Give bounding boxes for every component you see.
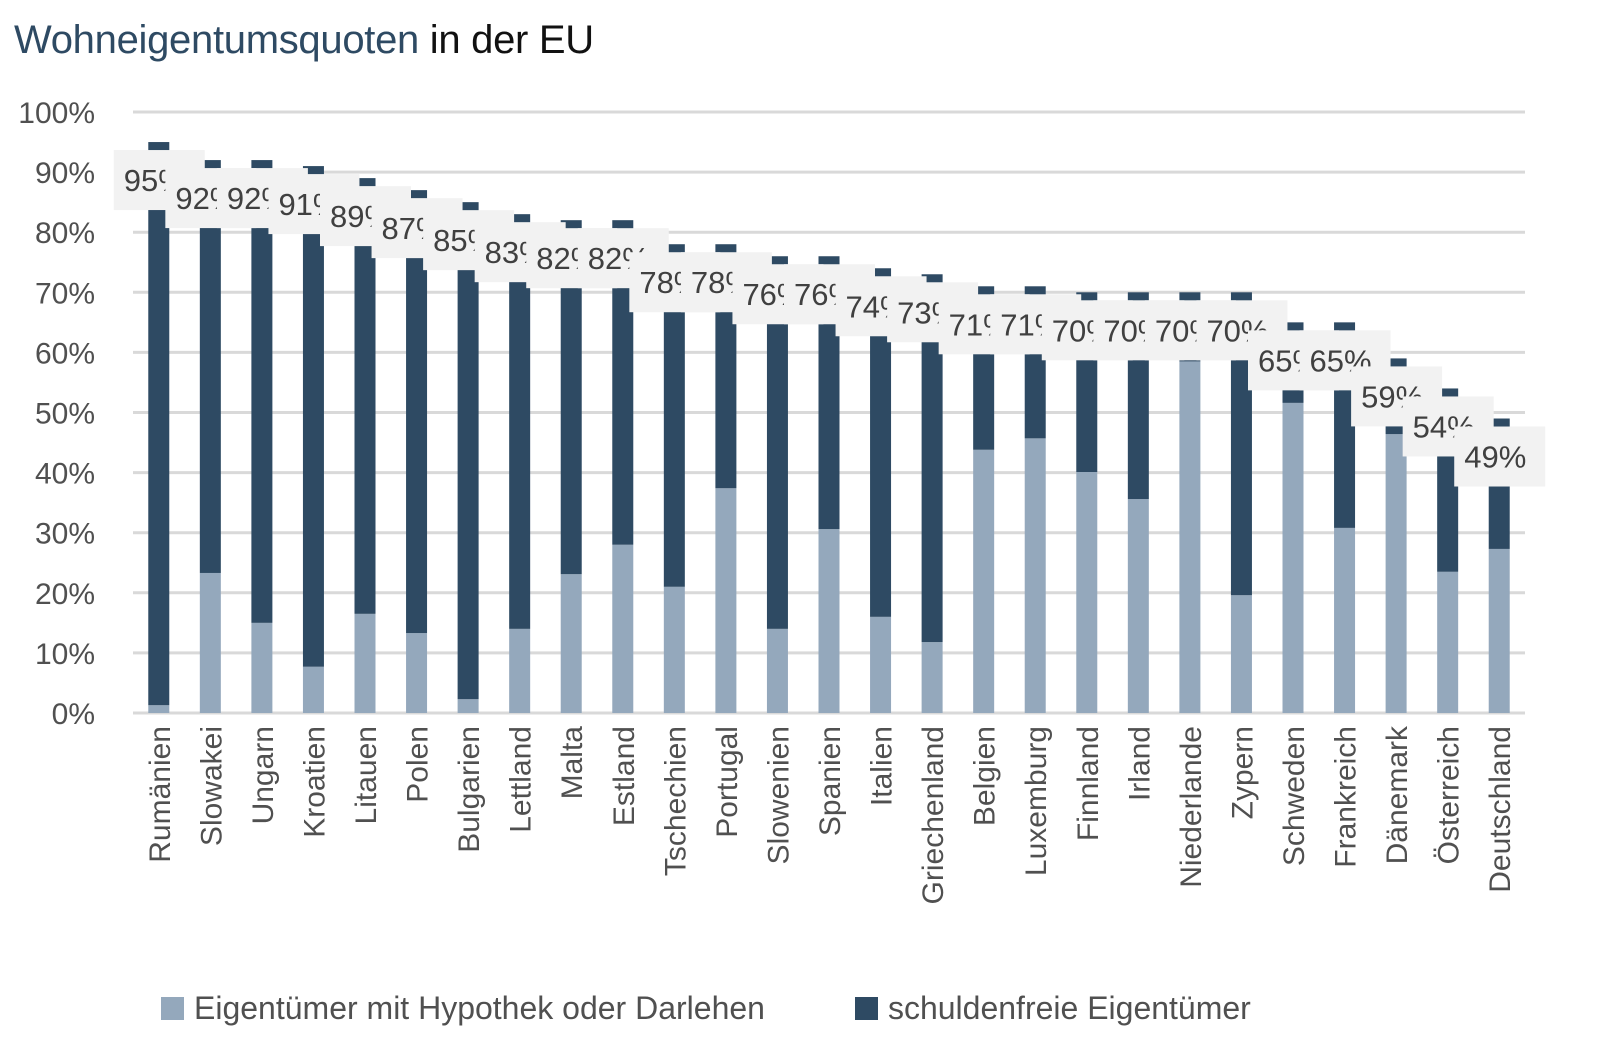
x-tick-label: Bulgarien	[453, 726, 486, 853]
x-tick-label: Portugal	[711, 726, 744, 838]
x-tick-label: Dänemark	[1381, 725, 1414, 864]
chart-title-part-1: Wohneigentumsquoten	[14, 18, 419, 62]
y-tick-label: 50%	[35, 398, 95, 431]
bar-segment-debt-free	[1230, 292, 1252, 596]
legend-item-debt-free: schuldenfreie Eigentümer	[854, 990, 1251, 1027]
x-tick-label: Belgien	[969, 726, 1002, 826]
bars	[148, 142, 1510, 713]
bar-segment-mortgage	[251, 622, 273, 713]
y-tick-label: 0%	[52, 698, 95, 731]
bar-segment-mortgage	[457, 699, 479, 713]
bar-segment-mortgage	[1334, 527, 1356, 713]
bar-segment-mortgage	[560, 574, 582, 713]
bar-segment-mortgage	[509, 628, 531, 713]
bar-segment-mortgage	[921, 642, 943, 713]
legend: Eigentümer mit Hypothek oder Darlehen sc…	[161, 990, 1341, 1027]
x-tick-label: Österreich	[1433, 726, 1466, 864]
bar-segment-mortgage	[715, 488, 737, 713]
y-tick-label: 100%	[18, 97, 95, 130]
x-tick-label: Polen	[402, 726, 435, 803]
chart-title: Wohneigentumsquoten in der EU	[14, 18, 594, 63]
y-tick-label: 80%	[35, 217, 95, 250]
legend-label-mortgage: Eigentümer mit Hypothek oder Darlehen	[194, 990, 765, 1026]
y-tick-label: 60%	[35, 337, 95, 370]
x-tick-label: Tschechien	[659, 726, 692, 876]
x-tick-label: Ungarn	[247, 726, 280, 824]
bar-segment-mortgage	[973, 449, 995, 713]
legend-swatch-debt-free	[854, 997, 878, 1020]
x-tick-label: Schweden	[1278, 726, 1311, 866]
x-tick-label: Frankreich	[1330, 726, 1363, 868]
y-tick-label: 30%	[35, 518, 95, 551]
bar-segment-mortgage	[870, 616, 892, 713]
legend-label-debt-free: schuldenfreie Eigentümer	[887, 990, 1251, 1026]
x-tick-label: Zypern	[1226, 726, 1259, 819]
bar-segment-debt-free	[870, 268, 892, 617]
bar-segment-mortgage	[1230, 595, 1252, 713]
bar-segment-mortgage	[818, 529, 840, 713]
bar-segment-debt-free	[199, 160, 221, 573]
bar-segment-debt-free	[612, 220, 634, 545]
bar-segment-mortgage	[148, 705, 170, 713]
x-tick-label: Slowakei	[195, 726, 228, 846]
bar-segment-debt-free	[251, 160, 273, 623]
bar-segment-mortgage	[1488, 548, 1510, 713]
bar-segment-debt-free	[818, 256, 840, 530]
x-tick-label: Finnland	[1072, 726, 1105, 841]
data-labels: 95%92%92%91%89%87%85%83%82%82%78%78%76%7…	[113, 150, 1546, 487]
y-tick-label: 90%	[35, 157, 95, 190]
bar-segment-debt-free	[921, 274, 943, 643]
data-label-box	[1454, 426, 1546, 487]
bar-segment-debt-free	[766, 256, 788, 629]
x-tick-label: Italien	[866, 726, 899, 806]
bar-segment-mortgage	[1024, 438, 1046, 713]
bar-segment-mortgage	[766, 628, 788, 713]
y-tick-label: 70%	[35, 277, 95, 310]
bar-segment-debt-free	[406, 190, 428, 634]
bar-segment-debt-free	[560, 220, 582, 575]
y-tick-label: 20%	[35, 578, 95, 611]
x-tick-label: Kroatien	[298, 726, 331, 838]
x-tick-label: Estland	[608, 726, 641, 826]
x-tick-label: Griechenland	[917, 726, 950, 904]
x-tick-label: Litauen	[350, 726, 383, 824]
x-tick-label: Rumänien	[144, 726, 177, 863]
x-tick-label: Malta	[556, 726, 589, 800]
x-tick-label: Irland	[1123, 726, 1156, 801]
x-tick-label: Niederlande	[1175, 726, 1208, 888]
bar-segment-mortgage	[354, 613, 376, 713]
data-label: 49%	[1454, 426, 1546, 487]
bar-segment-mortgage	[406, 633, 428, 713]
bar-segment-mortgage	[663, 586, 685, 713]
bar-segment-debt-free	[509, 214, 531, 629]
bar-segment-debt-free	[663, 244, 685, 587]
chart-title-part-2: in der EU	[418, 18, 594, 62]
legend-swatch-mortgage	[161, 997, 184, 1020]
bar-segment-mortgage	[1385, 434, 1407, 713]
bar-segment-mortgage	[1179, 361, 1201, 713]
bar-segment-mortgage	[302, 666, 324, 713]
bar-segment-debt-free	[457, 202, 479, 700]
y-tick-label: 40%	[35, 458, 95, 491]
y-tick-label: 10%	[35, 638, 95, 671]
x-tick-label: Luxemburg	[1020, 726, 1053, 876]
bar-segment-debt-free	[302, 166, 324, 667]
legend-item-mortgage: Eigentümer mit Hypothek oder Darlehen	[161, 990, 765, 1027]
bar-segment-mortgage	[1282, 402, 1304, 713]
bar-segment-debt-free	[148, 142, 170, 706]
x-tick-label: Spanien	[814, 726, 847, 836]
bar-segment-mortgage	[1437, 571, 1459, 713]
x-tick-label: Slowenien	[762, 726, 795, 864]
x-tick-label: Lettland	[505, 726, 538, 833]
x-tick-label: Deutschland	[1484, 726, 1517, 893]
bar-segment-mortgage	[199, 572, 221, 713]
bar-segment-mortgage	[612, 544, 634, 713]
data-label-text: 49%	[1464, 440, 1526, 475]
bar-segment-debt-free	[354, 178, 376, 614]
y-axis-ticks: 0% 10% 20% 30% 40% 50% 60% 70% 80% 90% 100%	[18, 97, 95, 731]
bar-segment-mortgage	[1076, 471, 1098, 713]
x-axis-ticks: Rumänien Slowakei Ungarn Kroatien Litauen Pol…	[144, 725, 1517, 904]
bar-segment-mortgage	[1127, 499, 1149, 713]
